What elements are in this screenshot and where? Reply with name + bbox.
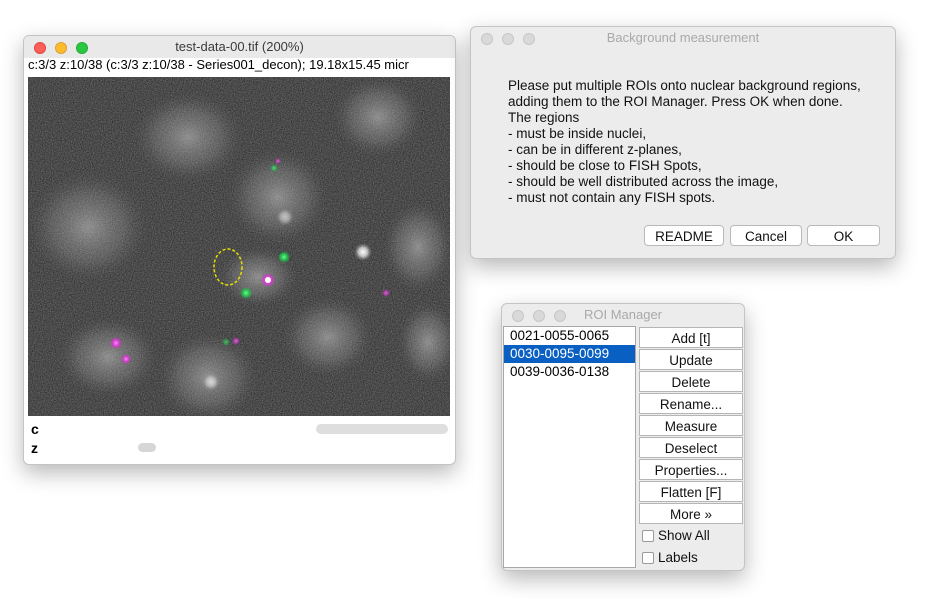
rename-button[interactable]: Rename... — [639, 393, 743, 414]
measure-button[interactable]: Measure — [639, 415, 743, 436]
roi-list[interactable]: 0021-0055-0065 0030-0095-0099 0039-0036-… — [503, 326, 636, 568]
message-line: The regions — [508, 110, 580, 125]
show-all-checkbox[interactable]: Show All — [642, 528, 710, 543]
close-icon[interactable] — [512, 310, 524, 322]
zoom-icon[interactable] — [76, 42, 88, 54]
checkbox-icon[interactable] — [642, 551, 654, 564]
z-slider-label: z — [31, 440, 38, 456]
deselect-button[interactable]: Deselect — [639, 437, 743, 458]
roi-list-item[interactable]: 0021-0055-0065 — [510, 328, 610, 343]
message-line: - can be in different z-planes, — [508, 142, 682, 157]
roi-manager-titlebar[interactable]: ROI Manager — [502, 304, 744, 326]
zoom-icon[interactable] — [523, 33, 535, 45]
checkbox-icon[interactable] — [642, 529, 654, 542]
roi-outline[interactable] — [213, 248, 243, 286]
ok-button[interactable]: OK — [807, 225, 880, 246]
message-line: - should be well distributed across the … — [508, 174, 779, 189]
roi-manager-window: ROI Manager 0021-0055-0065 0030-0095-009… — [501, 303, 745, 571]
flatten-button[interactable]: Flatten [F] — [639, 481, 743, 502]
z-slider-thumb[interactable] — [138, 443, 156, 452]
cancel-button[interactable]: Cancel — [730, 225, 802, 246]
minimize-icon[interactable] — [502, 33, 514, 45]
image-window-title: test-data-00.tif (200%) — [175, 39, 304, 54]
image-canvas[interactable] — [28, 77, 450, 416]
readme-button[interactable]: README — [644, 225, 724, 246]
properties-button[interactable]: Properties... — [639, 459, 743, 480]
roi-list-item[interactable]: 0039-0036-0138 — [510, 364, 610, 379]
message-line: adding them to the ROI Manager. Press OK… — [508, 94, 843, 109]
dialog-titlebar[interactable]: Background measurement — [471, 27, 895, 49]
window-controls — [481, 33, 535, 45]
labels-label: Labels — [658, 550, 698, 565]
dialog-message: Please put multiple ROIs onto nuclear ba… — [508, 78, 861, 206]
delete-button[interactable]: Delete — [639, 371, 743, 392]
close-icon[interactable] — [34, 42, 46, 54]
labels-checkbox[interactable]: Labels — [642, 550, 698, 565]
more-button[interactable]: More » — [639, 503, 743, 524]
close-icon[interactable] — [481, 33, 493, 45]
window-controls — [34, 42, 88, 54]
add-button[interactable]: Add [t] — [639, 327, 743, 348]
window-controls — [512, 310, 566, 322]
channel-slider[interactable] — [316, 424, 448, 434]
zoom-icon[interactable] — [554, 310, 566, 322]
background-measurement-dialog: Background measurement Please put multip… — [470, 26, 896, 259]
show-all-label: Show All — [658, 528, 710, 543]
roi-manager-title: ROI Manager — [583, 307, 663, 322]
update-button[interactable]: Update — [639, 349, 743, 370]
image-info-line: c:3/3 z:10/38 (c:3/3 z:10/38 - Series001… — [28, 57, 409, 72]
minimize-icon[interactable] — [55, 42, 67, 54]
message-line: Please put multiple ROIs onto nuclear ba… — [508, 78, 861, 93]
dialog-title: Background measurement — [606, 30, 760, 45]
message-line: - must be inside nuclei, — [508, 126, 647, 141]
microscopy-image — [28, 77, 450, 416]
image-window: test-data-00.tif (200%) c:3/3 z:10/38 (c… — [23, 35, 456, 465]
minimize-icon[interactable] — [533, 310, 545, 322]
roi-list-item-selected[interactable]: 0030-0095-0099 — [504, 345, 635, 363]
message-line: - must not contain any FISH spots. — [508, 190, 716, 205]
message-line: - should be close to FISH Spots, — [508, 158, 702, 173]
channel-slider-label: c — [31, 421, 39, 437]
image-window-titlebar[interactable]: test-data-00.tif (200%) — [24, 36, 455, 58]
